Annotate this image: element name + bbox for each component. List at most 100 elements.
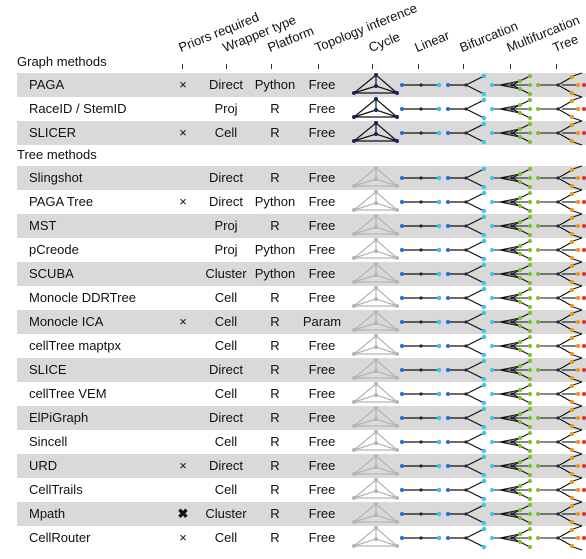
method-name: SCUBA: [29, 266, 74, 281]
tree-graph-icon: [536, 120, 586, 146]
linear-graph-icon: [400, 106, 442, 112]
method-row: MST Proj R Free: [17, 213, 586, 239]
trajectory-type-icons: [352, 165, 586, 191]
topology-inference: Free: [308, 362, 336, 377]
method-row: SLICER × Cell R Free: [17, 120, 586, 146]
topology-inference: Param: [302, 314, 342, 329]
method-row: Mpath ✖ Cluster R Free: [17, 501, 586, 527]
method-name: Sincell: [29, 434, 68, 449]
bifurcation-graph-icon: [446, 526, 487, 550]
tree-graph-icon: [536, 72, 586, 98]
wrapper-type: Direct: [209, 77, 243, 92]
method-name: Mpath: [29, 506, 66, 521]
linear-graph-icon: [400, 319, 442, 325]
wrapper-type: Cell: [214, 434, 238, 449]
bifurcation-graph-icon: [446, 382, 487, 406]
method-row: Slingshot Direct R Free: [17, 165, 586, 191]
trajectory-type-icons: [352, 189, 586, 215]
tree-graph-icon: [536, 96, 586, 122]
trajectory-type-icons: [352, 237, 586, 263]
method-row: SLICE Direct R Free: [17, 357, 586, 383]
method-name: PAGA: [29, 77, 65, 92]
method-row: SCUBA Cluster Python Free: [17, 261, 586, 287]
bifurcation-graph-icon: [446, 73, 487, 97]
bifurcation-graph-icon: [446, 121, 487, 145]
cycle-graph-icon: [352, 262, 399, 284]
platform: R: [270, 530, 280, 545]
trajectory-type-icons: [352, 381, 586, 407]
cycle-graph-icon: [352, 502, 399, 524]
bifurcation-graph-icon: [446, 310, 487, 334]
topology-inference: Free: [308, 125, 336, 140]
section-label: Tree methods: [17, 147, 97, 162]
linear-graph-icon: [400, 535, 442, 541]
platform: R: [270, 218, 280, 233]
topology-inference: Free: [308, 410, 336, 425]
linear-graph-icon: [400, 367, 442, 373]
tree-graph-icon: [536, 261, 586, 287]
platform: Python: [254, 266, 296, 281]
method-row: PAGA × Direct Python Free: [17, 72, 586, 98]
multifurcation-graph-icon: [490, 311, 532, 333]
method-name: cellTree maptpx: [29, 338, 121, 353]
trajectory-type-icons: [352, 285, 586, 311]
bifurcation-graph-icon: [446, 430, 487, 454]
multifurcation-graph-icon: [490, 527, 532, 549]
platform: R: [270, 314, 280, 329]
method-row: Monocle DDRTree Cell R Free: [17, 285, 586, 311]
method-row: cellTree VEM Cell R Free: [17, 381, 586, 407]
platform: Python: [254, 77, 296, 92]
multifurcation-graph-icon: [490, 407, 532, 429]
column-header-linear: Linear: [412, 27, 452, 55]
platform: R: [270, 482, 280, 497]
section-label: Graph methods: [17, 54, 107, 69]
trajectory-type-icons: [352, 333, 586, 359]
topology-inference: Free: [308, 266, 336, 281]
linear-graph-icon: [400, 295, 442, 301]
platform: R: [270, 338, 280, 353]
tree-graph-icon: [536, 213, 586, 239]
bifurcation-graph-icon: [446, 97, 487, 121]
cycle-graph-icon: [352, 238, 399, 260]
method-name: CellRouter: [29, 530, 91, 545]
topology-inference: Free: [308, 101, 336, 116]
multifurcation-graph-icon: [490, 239, 532, 261]
priors-required-mark: ×: [179, 458, 187, 473]
tree-graph-icon: [536, 477, 586, 503]
topology-inference: Free: [308, 386, 336, 401]
wrapper-type: Cell: [214, 338, 238, 353]
tree-graph-icon: [536, 285, 586, 311]
platform: R: [270, 125, 280, 140]
bifurcation-graph-icon: [446, 238, 487, 262]
trajectory-type-icons: [352, 309, 586, 335]
platform: R: [270, 101, 280, 116]
column-header-tick: [271, 64, 272, 69]
column-header-tick: [510, 64, 511, 69]
trajectory-type-icons: [352, 357, 586, 383]
trajectory-type-icons: [352, 213, 586, 239]
method-row: CellTrails Cell R Free: [17, 477, 586, 503]
method-name: PAGA Tree: [29, 194, 94, 209]
wrapper-type: Cluster: [205, 266, 247, 281]
trajectory-type-icons: [352, 429, 586, 455]
cycle-graph-icon: [352, 382, 399, 404]
priors-required-mark: ×: [179, 314, 187, 329]
cycle-graph-icon: [352, 454, 399, 476]
linear-graph-icon: [400, 343, 442, 349]
multifurcation-graph-icon: [490, 455, 532, 477]
method-row: Monocle ICA × Cell R Param: [17, 309, 586, 335]
wrapper-type: Cell: [214, 314, 238, 329]
tree-graph-icon: [536, 453, 586, 479]
multifurcation-graph-icon: [490, 503, 532, 525]
method-name: CellTrails: [29, 482, 83, 497]
priors-required-mark: ×: [179, 194, 187, 209]
bifurcation-graph-icon: [446, 190, 487, 214]
method-row: Sincell Cell R Free: [17, 429, 586, 455]
method-row: ElPiGraph Direct R Free: [17, 405, 586, 431]
column-header-tick: [182, 64, 183, 69]
wrapper-type: Cluster: [205, 506, 247, 521]
bifurcation-graph-icon: [446, 406, 487, 430]
method-name: ElPiGraph: [29, 410, 89, 425]
priors-required-mark: ✖: [177, 506, 189, 521]
platform: R: [270, 434, 280, 449]
